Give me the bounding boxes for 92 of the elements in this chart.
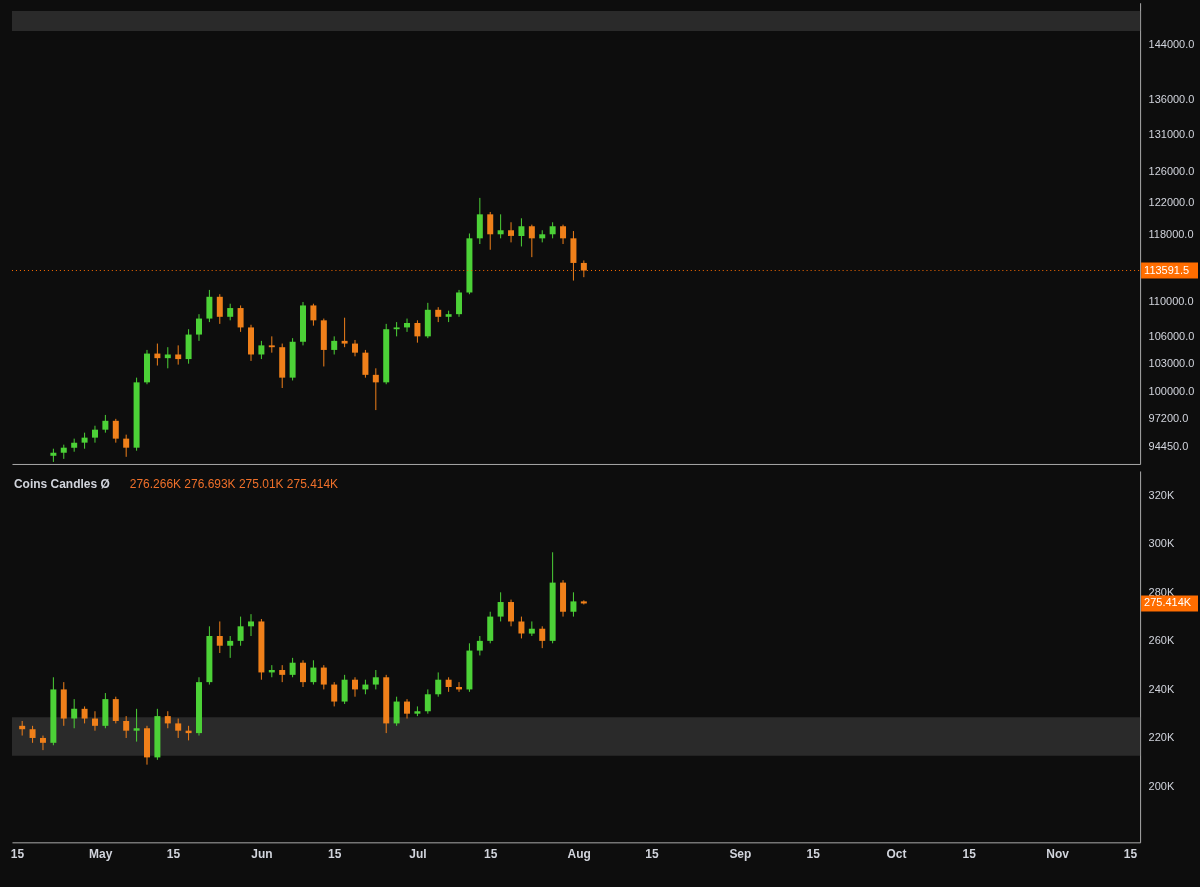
x-tick-label: Jul: [409, 846, 427, 861]
candlestick: [497, 213, 504, 239]
x-tick-label: Jun: [251, 846, 273, 861]
text: 275.414K: [1144, 596, 1192, 609]
candlestick: [508, 221, 515, 243]
candlestick: [258, 340, 265, 360]
x-tick-label: Oct: [886, 846, 907, 861]
y-tick-label: 118000.0: [1148, 227, 1194, 240]
candlestick: [456, 289, 463, 318]
y-tick-label: 300K: [1148, 537, 1175, 550]
candlestick: [248, 613, 254, 637]
y-tick-label: 110000.0: [1148, 294, 1194, 307]
candlestick: [133, 708, 140, 743]
candlestick: [331, 335, 338, 355]
y-tick-label: 131000.0: [1148, 128, 1195, 141]
candlestick: [487, 211, 494, 251]
x-tick-label: Aug: [567, 846, 591, 861]
y-tick-label: 100000.0: [1148, 385, 1195, 398]
candlestick: [216, 620, 223, 654]
candlestick: [227, 635, 234, 659]
candlestick: [268, 335, 275, 354]
y-tick-label: 136000.0: [1148, 92, 1195, 105]
candlestick: [497, 591, 504, 622]
candlestick: [39, 735, 46, 751]
x-tick-label: 15: [166, 846, 181, 861]
candlestick: [237, 616, 244, 647]
y-tick-label: 280K: [1148, 585, 1175, 598]
y-tick-label: 94450.0: [1148, 439, 1189, 452]
candlestick: [570, 591, 577, 618]
candlestick: [112, 418, 119, 444]
y-tick-label: 106000.0: [1148, 329, 1195, 342]
candlestick: [393, 696, 400, 727]
y-tick-label: 144000.0: [1148, 38, 1195, 51]
candlestick: [112, 696, 119, 724]
candlestick: [476, 197, 483, 245]
candlestick: [518, 616, 525, 639]
candlestick: [300, 659, 306, 688]
x-tick-label: 15: [328, 846, 342, 861]
candlestick: [71, 698, 78, 729]
x-tick-label: 15: [484, 846, 498, 861]
candlestick: [435, 671, 442, 698]
candlestick: [518, 217, 525, 247]
x-tick-label: 15: [962, 846, 977, 861]
x-tick-label: May: [89, 846, 113, 861]
candlestick: [476, 635, 483, 656]
candlestick: [341, 674, 348, 705]
candlestick: [539, 625, 546, 649]
x-tick-label: 15: [1123, 846, 1138, 861]
y-tick-label: 220K: [1148, 731, 1175, 744]
y-tick-label: 126000.0: [1148, 165, 1195, 178]
candlestick: [216, 293, 223, 325]
candlestick: [404, 698, 411, 720]
candlestick: [414, 319, 421, 344]
annotation: 276.266K 276.693K 275.01K 275.414K: [129, 476, 339, 491]
y-tick-label: 320K: [1148, 488, 1175, 501]
x-tick-label: 15: [645, 846, 659, 861]
candlestick: [560, 224, 567, 245]
y-tick-label: 240K: [1148, 682, 1175, 695]
candlestick: [362, 349, 369, 379]
y-tick-label: 122000.0: [1148, 196, 1195, 209]
x-tick-label: 15: [806, 846, 821, 861]
candlestick: [372, 669, 379, 690]
text: Coins Candles Ø: [13, 476, 110, 491]
y-tick-label: 200K: [1148, 780, 1175, 792]
candlestick: [175, 344, 182, 366]
candlestick: [424, 688, 431, 715]
x-tick-label: Nov: [1046, 846, 1070, 861]
candlestick: [372, 367, 379, 411]
candlestick: [289, 657, 296, 678]
candlestick: [123, 434, 130, 458]
candlestick: [528, 224, 535, 258]
candlestick: [175, 718, 182, 739]
candlestick: [320, 664, 327, 690]
candlestick: [341, 317, 348, 348]
y-tick-label: 103000.0: [1148, 357, 1195, 370]
candlestick: [352, 676, 359, 698]
candlestick: [310, 659, 317, 686]
ref-line-label: 113591.5: [1144, 263, 1190, 276]
candlestick: [310, 303, 317, 327]
candlestick: [206, 289, 213, 323]
candlestick: [91, 425, 98, 444]
x-tick-label: 15: [10, 846, 25, 861]
candlestick: [508, 599, 515, 627]
candlestick: [331, 681, 338, 707]
candlestick: [164, 346, 171, 369]
candlestick: [237, 304, 244, 333]
y-tick-label: 260K: [1148, 634, 1175, 647]
x-tick-label: Sep: [729, 846, 752, 861]
candlestick: [196, 313, 202, 342]
candlestick: [91, 710, 98, 732]
y-tick-label: 97200.0: [1148, 412, 1189, 425]
candlestick: [123, 715, 130, 739]
